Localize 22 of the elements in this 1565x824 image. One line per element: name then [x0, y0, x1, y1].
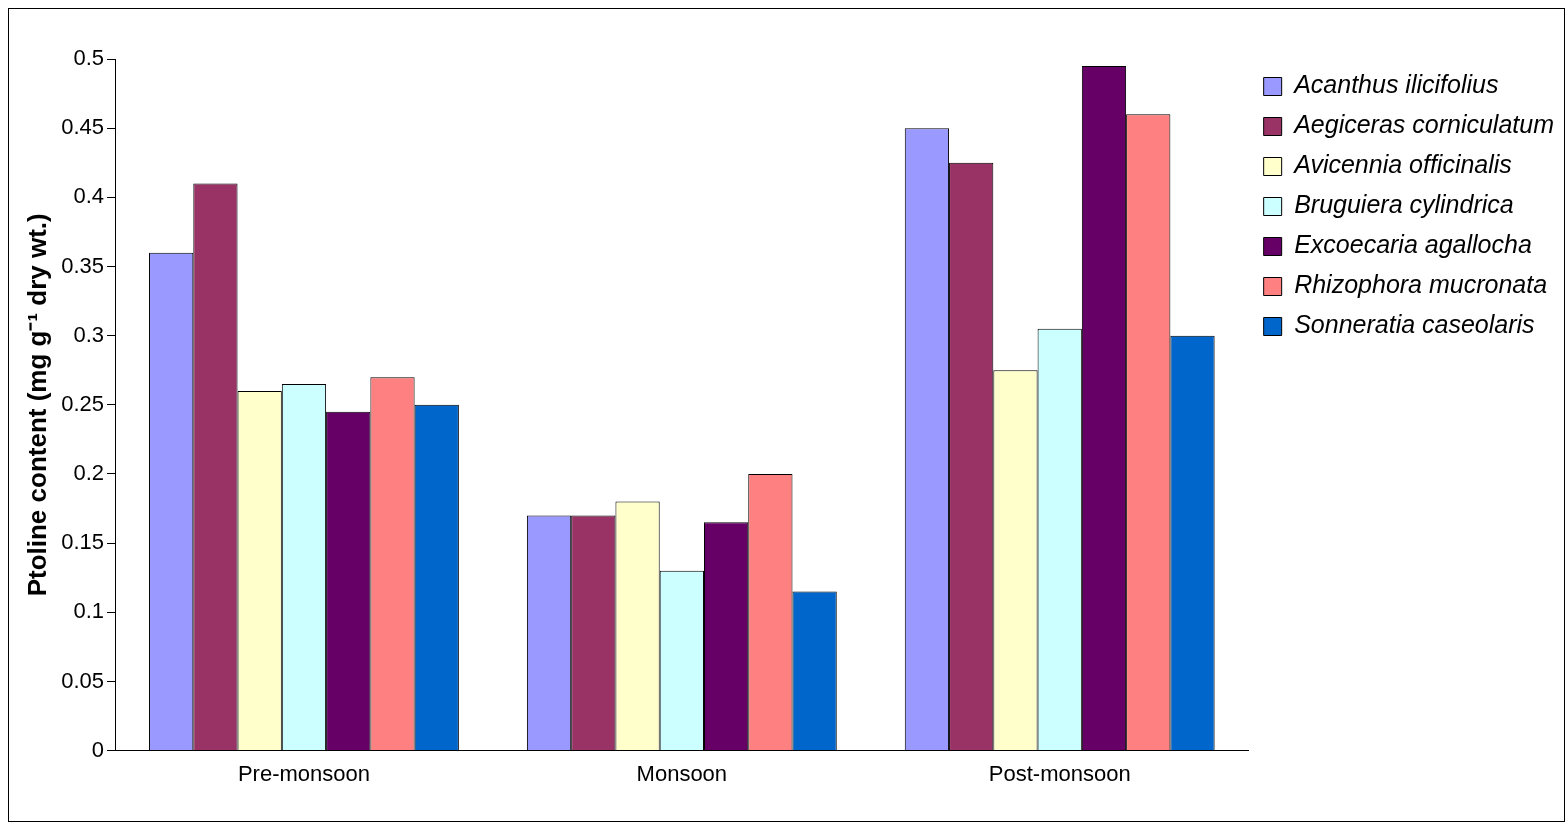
- y-tick-label: 0.35: [61, 252, 105, 278]
- y-tick-label: 0.1: [73, 598, 105, 624]
- y-tick-label: 0.5: [73, 45, 105, 71]
- legend-label: Acanthus ilicifolius: [1292, 70, 1499, 99]
- y-tick-label: 0.05: [61, 667, 105, 693]
- y-tick-label: 0: [91, 736, 105, 762]
- legend-label: Bruguiera cylindrica: [1294, 190, 1514, 219]
- y-tick-label: 0.45: [61, 114, 105, 140]
- y-tick-label: 0.4: [73, 183, 105, 209]
- x-tick-label: Pre-monsoon: [237, 760, 370, 786]
- legend-label: Excoecaria agallocha: [1294, 230, 1532, 259]
- y-tick-label: 0.15: [61, 529, 105, 555]
- x-tick-label: Post-monsoon: [988, 760, 1131, 786]
- y-axis-title: Ptoline content (mg g⁻¹ dry wt.): [21, 213, 52, 597]
- legend-label: Sonneratia caseolaris: [1294, 310, 1535, 339]
- y-tick-label: 0.3: [73, 321, 105, 347]
- legend-label: Rhizophora mucronata: [1294, 270, 1548, 299]
- y-tick-label: 0.25: [61, 390, 105, 416]
- legend-label: Avicennia officinalis: [1292, 150, 1512, 179]
- x-tick-label: Monsoon: [636, 760, 728, 786]
- legend-label: Aegiceras corniculatum: [1292, 110, 1554, 139]
- y-tick-label: 0.2: [73, 460, 105, 486]
